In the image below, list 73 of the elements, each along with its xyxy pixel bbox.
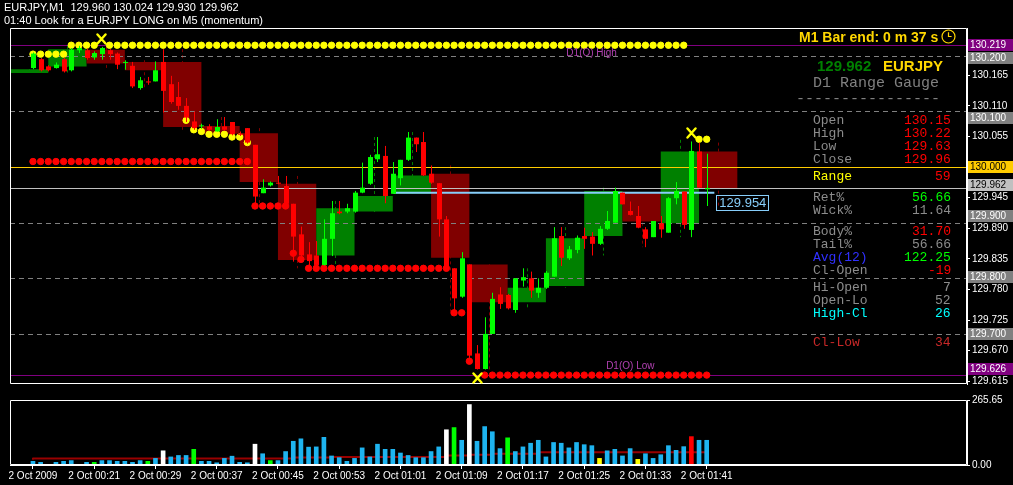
- annotation: 52: [935, 293, 951, 308]
- x-tick-label: 2 Oct 01:33: [619, 469, 672, 481]
- ref-line-label: 130.100: [968, 112, 1013, 125]
- annotation: 129.96: [904, 152, 951, 167]
- annotation: Range: [813, 169, 853, 184]
- x-tick-label: 2 Oct 00:21: [68, 469, 121, 481]
- ref-line-label: 130.219: [968, 39, 1013, 52]
- annotation: High: [813, 126, 845, 141]
- x-tick-label: 2 Oct 00:45: [252, 469, 305, 481]
- annotation: 56.66: [912, 237, 952, 252]
- y-tick-label: 129.615: [972, 374, 1009, 386]
- annotation: M1 Bar end: 0 m 37 s: [799, 29, 939, 45]
- annotation: 11.64: [912, 203, 952, 218]
- annotation: Low: [813, 139, 837, 154]
- annotation: 130.15: [904, 113, 951, 128]
- x-tick-label: 2 Oct 00:53: [313, 469, 366, 481]
- ref-line-label: 130.200: [968, 51, 1013, 64]
- y-tick-label: 129.890: [972, 222, 1009, 233]
- annotation: 31.70: [912, 224, 952, 239]
- y-tick-label: 129.780: [972, 283, 1009, 295]
- ref-line-label: 130.000: [968, 161, 1013, 174]
- y-tick-label: 130.055: [972, 130, 1009, 142]
- annotation: Avg(12): [813, 250, 868, 265]
- annotation: Open-Lo: [813, 293, 868, 308]
- ref-line-label: 129.626: [968, 363, 1013, 376]
- annotation: 122.25: [904, 250, 951, 265]
- annotation: D1(O) Low: [606, 360, 655, 372]
- y-tick-label: 130.165: [972, 69, 1009, 81]
- x-tick-label: 2 Oct 01:17: [497, 469, 550, 481]
- annotation: 26: [935, 306, 951, 321]
- x-tick-label: 2 Oct 00:29: [129, 469, 182, 481]
- annotation: 34: [935, 335, 951, 350]
- annotation: D1 Range Gauge: [813, 75, 940, 92]
- annotation: Cl-Low: [813, 335, 860, 350]
- annotation: ----------------: [796, 91, 941, 108]
- annotation: 129.962: [817, 57, 872, 74]
- y-tick-label: 129.725: [972, 313, 1009, 325]
- annotation: Close: [813, 152, 853, 167]
- x-tick-label: 2 Oct 01:41: [680, 469, 733, 481]
- annotation: Cl-Open: [813, 263, 868, 278]
- ref-line-label: 129.900: [968, 209, 1013, 222]
- annotation: 130.22: [904, 126, 951, 141]
- annotation: 7: [943, 280, 951, 295]
- y-tick-label: 265.65: [972, 393, 1004, 405]
- chart-subtitle: 01:40 Look for a EURJPY LONG on M5 (momentum): [4, 14, 264, 27]
- y-tick-label: 129.945: [972, 191, 1009, 203]
- chart-title: EURJPY,M1 129.960 130.024 129.930 129.962: [4, 1, 239, 14]
- x-tick-label: 2 Oct 01:01: [374, 469, 427, 481]
- x-tick-label: 2 Oct 01:25: [558, 469, 611, 481]
- x-tick-label: 2 Oct 00:37: [190, 469, 243, 481]
- x-tick-label: 2 Oct 2009: [8, 469, 58, 481]
- annotation: High-Cl: [813, 306, 868, 321]
- y-tick-label: 129.670: [972, 344, 1009, 356]
- annotation: D1(O) High: [566, 47, 617, 59]
- annotation: Tail%: [813, 237, 853, 252]
- x-tick-label: 2 Oct 01:09: [435, 469, 488, 481]
- annotation: 56.66: [912, 190, 952, 205]
- annotation: Wick%: [813, 203, 853, 218]
- annotation: -19: [928, 263, 952, 278]
- ref-line-label: 129.700: [968, 327, 1013, 340]
- annotation: Hi-Open: [813, 280, 868, 295]
- annotation: 129.63: [904, 139, 951, 154]
- series-label: 129.954: [716, 194, 770, 211]
- annotation: Body%: [813, 224, 853, 239]
- annotation: Ret%: [813, 190, 845, 205]
- y-tick-label: 130.110: [972, 99, 1008, 111]
- annotation: 59: [935, 169, 951, 184]
- ref-line-label: 129.800: [968, 271, 1013, 284]
- y-tick-label: 0.00: [972, 458, 992, 470]
- y-tick-label: 129.835: [972, 252, 1009, 264]
- annotation: EURJPY: [883, 57, 944, 74]
- annotation: Open: [813, 113, 845, 128]
- ref-line-label: 129.962: [968, 179, 1013, 192]
